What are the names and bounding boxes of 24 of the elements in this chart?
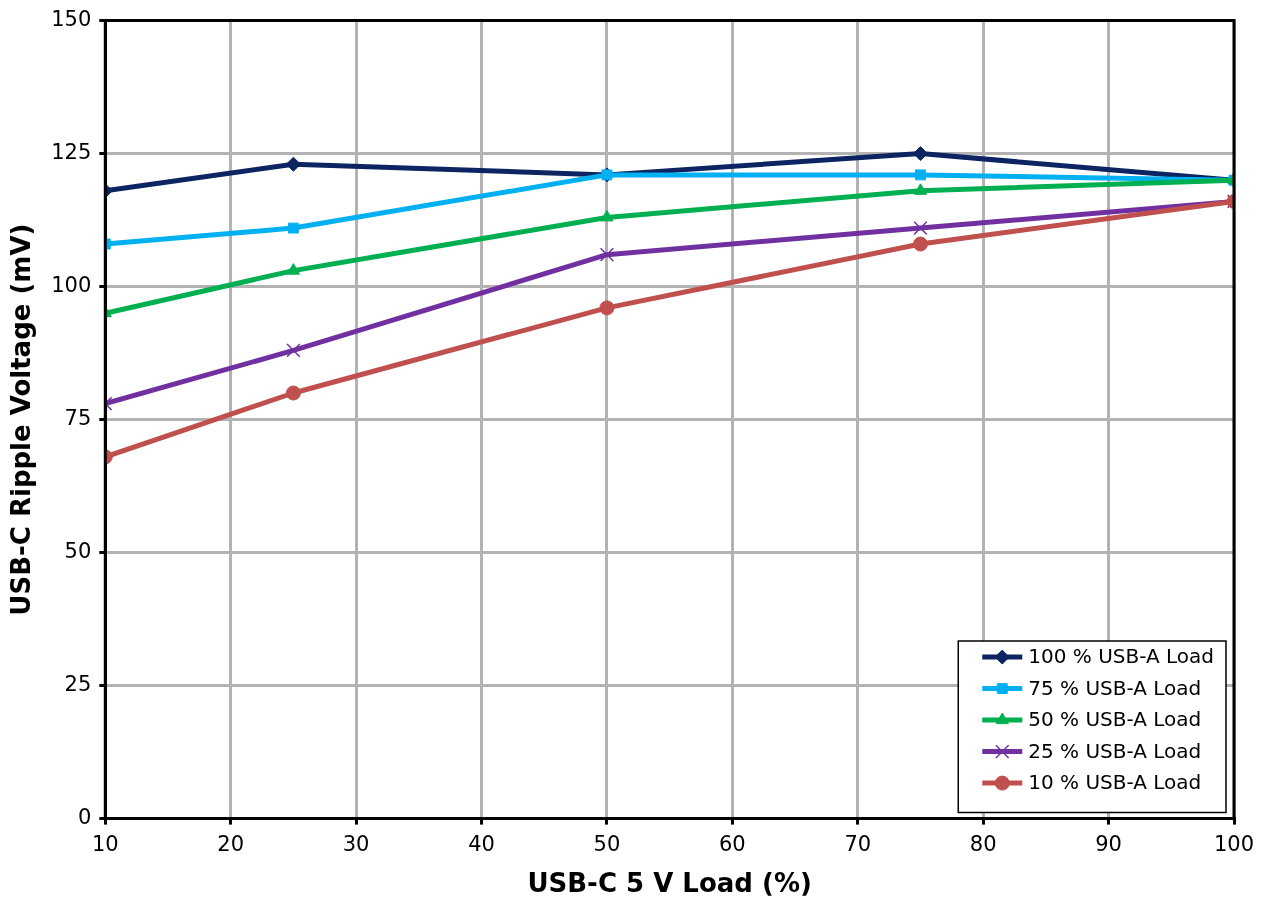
y-tick-label: 125: [51, 140, 92, 165]
y-tick-label: 150: [51, 7, 92, 32]
x-tick-label: 40: [468, 831, 495, 856]
y-tick-label: 25: [64, 672, 92, 697]
legend-label: 25 % USB-A Load: [1028, 738, 1202, 763]
x-tick-label: 100: [1213, 831, 1255, 856]
x-tick-label: 90: [1095, 831, 1122, 856]
x-tick-label: 60: [718, 831, 746, 856]
y-tick-label: 100: [51, 273, 92, 298]
y-tick-label: 50: [64, 539, 92, 564]
x-tick-label: 80: [969, 831, 997, 856]
legend-label: 75 % USB-A Load: [1028, 675, 1202, 700]
x-tick-label: 10: [91, 831, 119, 856]
x-tick-label: 30: [342, 831, 370, 856]
y-axis-title: USB-C Ripple Voltage (mV): [6, 223, 37, 616]
y-tick-label: 75: [64, 406, 92, 431]
legend-label: 100 % USB-A Load: [1028, 644, 1215, 669]
legend-label: 50 % USB-A Load: [1028, 707, 1202, 732]
x-tick-label: 70: [844, 831, 872, 856]
x-tick-label: 50: [593, 831, 621, 856]
x-tick-label: 20: [217, 831, 245, 856]
x-axis-title: USB-C 5 V Load (%): [527, 868, 812, 899]
y-tick-label: 0: [77, 805, 92, 830]
legend-label: 10 % USB-A Load: [1028, 770, 1202, 795]
